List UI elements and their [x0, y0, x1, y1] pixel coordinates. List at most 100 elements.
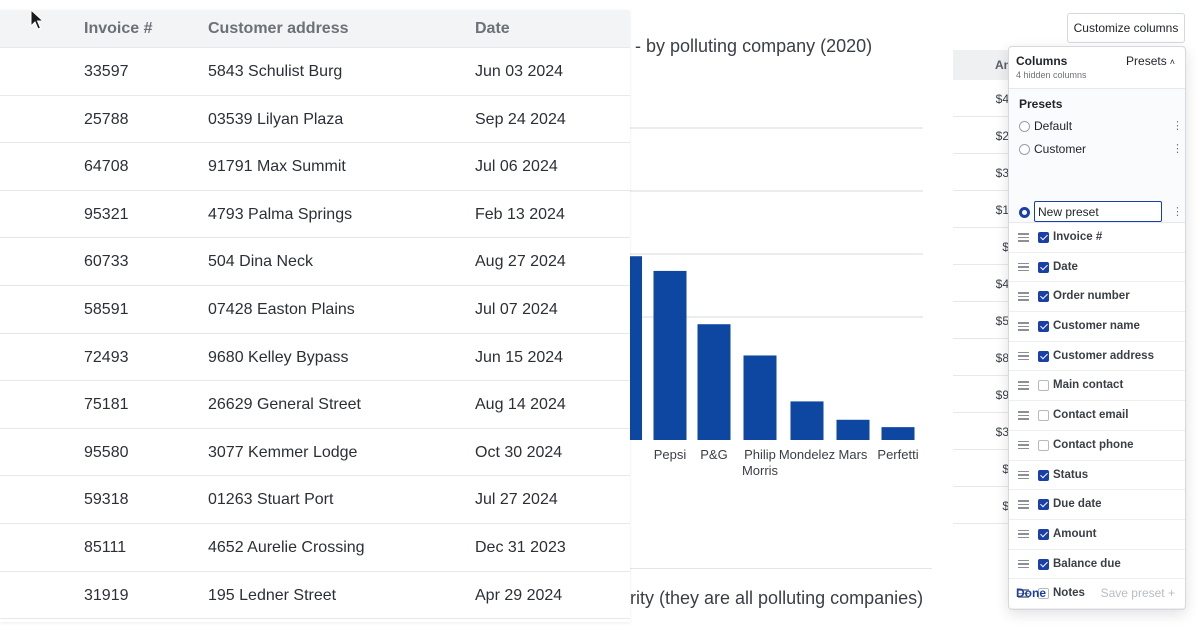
x-tick-label: Pepsi [654, 447, 687, 462]
column-option-label: Contact phone [1053, 438, 1134, 451]
amount-header-label: An [995, 58, 1011, 72]
table-row[interactable]: 58591 07428 Easton Plains Jul 07 2024 [0, 286, 630, 334]
column-option[interactable]: Due date [1009, 490, 1185, 520]
column-checkbox[interactable] [1038, 528, 1049, 540]
kebab-menu-icon[interactable]: ⋮ [1172, 142, 1183, 155]
preset-radio[interactable] [1019, 121, 1030, 132]
date-cell: Jun 03 2024 [475, 63, 564, 80]
column-option[interactable]: Balance due [1009, 550, 1185, 580]
drag-handle-icon[interactable] [1018, 440, 1029, 450]
column-option[interactable]: Status [1009, 461, 1185, 491]
table-row[interactable]: 25788 03539 Lilyan Plaza Sep 24 2024 [0, 96, 630, 144]
table-row[interactable]: 60733 504 Dina Neck Aug 27 2024 [0, 238, 630, 286]
column-checkbox[interactable] [1038, 558, 1049, 570]
drag-handle-icon[interactable] [1018, 322, 1029, 331]
table-row[interactable]: 75181 26629 General Street Aug 14 2024 [0, 381, 630, 429]
done-button[interactable]: Done [1016, 586, 1046, 600]
column-checkbox[interactable] [1038, 261, 1049, 273]
table-row[interactable]: 59318 01263 Stuart Port Jul 27 2024 [0, 476, 630, 524]
x-tick-label: Morris [742, 463, 779, 478]
drag-handle-icon[interactable] [1018, 500, 1029, 509]
drag-handle-icon[interactable] [1018, 559, 1029, 569]
header-customer-address[interactable]: Customer address [208, 20, 349, 37]
table-row[interactable]: 85111 4652 Aurelie Crossing Dec 31 2023 [0, 524, 630, 572]
drag-handle-icon[interactable] [1018, 292, 1029, 301]
date-cell: Aug 27 2024 [475, 253, 566, 271]
new-preset-input[interactable] [1034, 201, 1162, 222]
table-row[interactable]: 95580 3077 Kemmer Lodge Oct 30 2024 [0, 429, 630, 477]
column-option-label: Notes [1053, 587, 1085, 600]
drag-handle-icon[interactable] [1018, 589, 1029, 598]
column-option[interactable]: Customer address [1009, 342, 1185, 372]
column-list: Invoice # Date Order number Customer name Cu… [1009, 223, 1185, 609]
amount-value: $4 [995, 277, 1009, 291]
invoice-cell: 95321 [84, 205, 129, 223]
column-checkbox[interactable] [1038, 588, 1049, 600]
table-body: 33597 5843 Schulist Burg Jun 03 2024 25788 0… [0, 48, 630, 620]
preset-customer[interactable]: Customer ⋮ [1019, 140, 1183, 162]
table-row[interactable]: 95321 4793 Palma Springs Feb 13 2024 [0, 191, 630, 239]
preset-radio[interactable] [1019, 207, 1030, 218]
column-option[interactable]: Contact email [1009, 401, 1185, 431]
date-cell: Sep 24 2024 [475, 110, 566, 128]
column-option[interactable]: Customer name [1009, 312, 1185, 342]
column-checkbox[interactable] [1038, 469, 1049, 481]
drag-handle-icon[interactable] [1018, 262, 1029, 272]
invoice-cell: 60733 [84, 253, 129, 271]
preset-radio[interactable] [1019, 143, 1030, 155]
column-checkbox[interactable] [1038, 350, 1049, 362]
chart-title: d - by polluting company (2020) [620, 36, 873, 56]
table-row[interactable]: 33597 5843 Schulist Burg Jun 03 2024 [0, 48, 630, 96]
preset-new: ⋮ [1019, 201, 1183, 225]
invoice-cell: 31919 [84, 586, 129, 604]
column-option[interactable]: Date [1009, 253, 1185, 283]
drag-handle-icon[interactable] [1018, 381, 1029, 390]
amount-cell: $3 [953, 413, 1023, 450]
preset-default[interactable]: Default ⋮ [1019, 117, 1183, 139]
column-checkbox[interactable] [1038, 291, 1049, 303]
address-cell: 91791 Max Summit [208, 158, 346, 176]
kebab-menu-icon[interactable]: ⋮ [1172, 206, 1183, 218]
presets-toggle-label: Presets [1126, 54, 1167, 68]
column-option[interactable]: Notes [1009, 579, 1185, 609]
column-option[interactable]: Contact phone [1009, 431, 1185, 461]
save-preset-button[interactable]: Save preset + [1101, 586, 1175, 600]
amount-cell: $1 [953, 191, 1023, 228]
amount-value: $4 [995, 92, 1009, 106]
table-row[interactable]: 31919 195 Ledner Street Apr 29 2024 [0, 572, 630, 620]
column-option[interactable]: Order number [1009, 282, 1185, 313]
date-cell: Jul 27 2024 [475, 491, 558, 509]
column-checkbox[interactable] [1038, 380, 1049, 392]
customize-columns-button[interactable]: Customize columns [1067, 13, 1185, 43]
column-checkbox[interactable] [1038, 321, 1049, 333]
amount-cell: $ [953, 487, 1023, 524]
x-tick-label: Mondelez [779, 447, 835, 462]
drag-handle-icon[interactable] [1018, 233, 1029, 242]
column-checkbox[interactable] [1038, 410, 1049, 422]
address-cell: 4793 Palma Springs [208, 205, 353, 223]
plus-icon: + [1167, 586, 1175, 600]
date-cell: Jun 15 2024 [475, 348, 564, 366]
drag-handle-icon[interactable] [1018, 411, 1029, 420]
column-checkbox[interactable] [1038, 232, 1049, 243]
column-option[interactable]: Invoice # [1009, 223, 1185, 253]
preset-name: Default [1034, 119, 1073, 133]
column-checkbox[interactable] [1038, 499, 1049, 511]
column-option[interactable]: Amount [1009, 520, 1185, 550]
presets-toggle-button[interactable]: Presets ˄ [1126, 54, 1175, 68]
address-cell: 4652 Aurelie Crossing [208, 538, 365, 556]
kebab-menu-icon[interactable]: ⋮ [1172, 120, 1183, 132]
drag-handle-icon[interactable] [1018, 351, 1029, 361]
table-row[interactable]: 72493 9680 Kelley Bypass Jun 15 2024 [0, 334, 630, 382]
column-checkbox[interactable] [1038, 439, 1049, 451]
chevron-up-icon: ˄ [1169, 57, 1175, 67]
column-option[interactable]: Main contact [1009, 371, 1185, 402]
column-option-label: Contact email [1053, 409, 1129, 422]
drag-handle-icon[interactable] [1018, 529, 1029, 539]
table-row[interactable]: 64708 91791 Max Summit Jul 06 2024 [0, 143, 630, 191]
header-invoice[interactable]: Invoice # [84, 20, 153, 37]
address-cell: 504 Dina Neck [208, 253, 313, 271]
header-date[interactable]: Date [475, 20, 510, 37]
drag-handle-icon[interactable] [1018, 470, 1029, 480]
